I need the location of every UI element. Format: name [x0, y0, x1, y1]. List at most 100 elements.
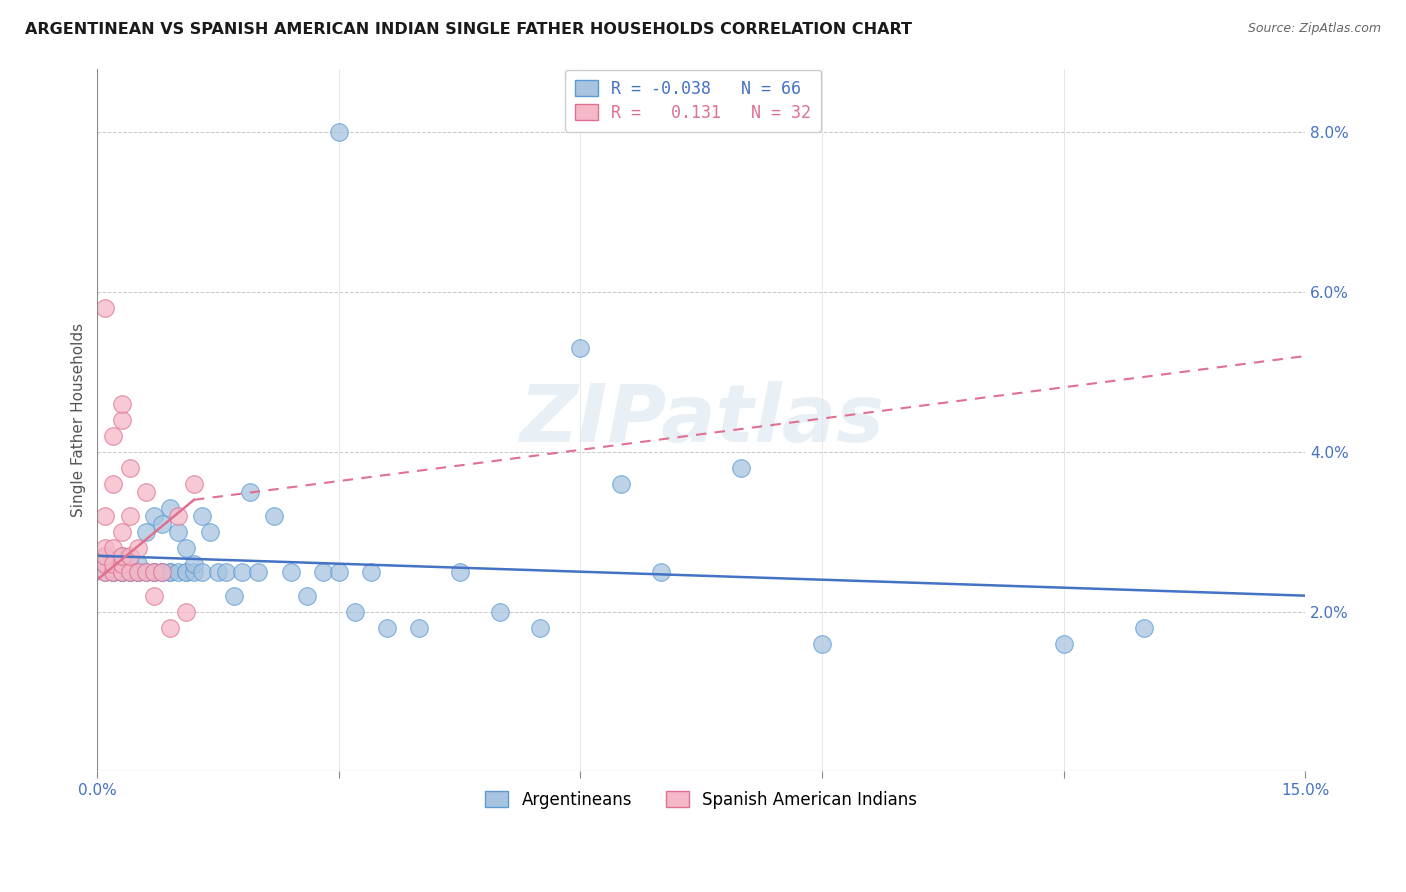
Point: [118, 549, 141, 563]
Point: [295, 589, 318, 603]
Point: [103, 565, 125, 579]
Point: [110, 565, 132, 579]
Point: [110, 397, 132, 411]
Point: [174, 605, 197, 619]
Point: [231, 565, 253, 579]
Point: [110, 413, 132, 427]
Point: [118, 565, 141, 579]
Point: [408, 621, 430, 635]
Point: [730, 461, 752, 475]
Point: [110, 524, 132, 539]
Point: [247, 565, 270, 579]
Point: [569, 341, 592, 355]
Legend: Argentineans, Spanish American Indians: Argentineans, Spanish American Indians: [478, 784, 924, 816]
Point: [183, 476, 205, 491]
Point: [159, 565, 181, 579]
Point: [159, 621, 181, 635]
Point: [529, 621, 551, 635]
Point: [110, 549, 132, 563]
Point: [110, 565, 132, 579]
Point: [110, 565, 132, 579]
Point: [328, 565, 350, 579]
Point: [142, 565, 165, 579]
Text: ARGENTINEAN VS SPANISH AMERICAN INDIAN SINGLE FATHER HOUSEHOLDS CORRELATION CHAR: ARGENTINEAN VS SPANISH AMERICAN INDIAN S…: [25, 22, 912, 37]
Point: [135, 484, 157, 499]
Point: [167, 565, 190, 579]
Point: [159, 500, 181, 515]
Text: ZIPatlas: ZIPatlas: [519, 381, 884, 459]
Point: [811, 637, 834, 651]
Point: [167, 508, 190, 523]
Point: [103, 557, 125, 571]
Point: [1133, 621, 1156, 635]
Point: [360, 565, 382, 579]
Point: [94, 565, 117, 579]
Point: [94, 549, 117, 563]
Point: [343, 605, 366, 619]
Point: [103, 557, 125, 571]
Point: [142, 508, 165, 523]
Point: [142, 565, 165, 579]
Point: [159, 565, 181, 579]
Point: [94, 557, 117, 571]
Point: [110, 557, 132, 571]
Point: [650, 565, 672, 579]
Point: [280, 565, 302, 579]
Point: [183, 557, 205, 571]
Point: [118, 565, 141, 579]
Point: [207, 565, 229, 579]
Point: [150, 516, 173, 531]
Point: [142, 589, 165, 603]
Point: [110, 565, 132, 579]
Point: [449, 565, 471, 579]
Point: [127, 565, 149, 579]
Point: [103, 429, 125, 443]
Point: [127, 565, 149, 579]
Point: [118, 508, 141, 523]
Point: [328, 125, 350, 139]
Point: [110, 549, 132, 563]
Point: [103, 557, 125, 571]
Point: [110, 557, 132, 571]
Point: [198, 524, 221, 539]
Point: [103, 565, 125, 579]
Point: [312, 565, 335, 579]
Point: [103, 565, 125, 579]
Point: [224, 589, 246, 603]
Point: [375, 621, 398, 635]
Point: [263, 508, 285, 523]
Point: [183, 565, 205, 579]
Point: [94, 557, 117, 571]
Point: [174, 541, 197, 555]
Point: [191, 508, 214, 523]
Point: [118, 461, 141, 475]
Point: [174, 565, 197, 579]
Point: [150, 565, 173, 579]
Point: [1052, 637, 1074, 651]
Y-axis label: Single Father Households: Single Father Households: [72, 323, 86, 517]
Point: [127, 541, 149, 555]
Point: [94, 565, 117, 579]
Point: [609, 476, 631, 491]
Point: [118, 565, 141, 579]
Point: [118, 557, 141, 571]
Point: [215, 565, 238, 579]
Point: [239, 484, 262, 499]
Point: [191, 565, 214, 579]
Point: [489, 605, 512, 619]
Point: [103, 541, 125, 555]
Point: [103, 565, 125, 579]
Point: [127, 557, 149, 571]
Text: Source: ZipAtlas.com: Source: ZipAtlas.com: [1247, 22, 1381, 36]
Point: [94, 549, 117, 563]
Point: [127, 565, 149, 579]
Point: [94, 301, 117, 315]
Point: [150, 565, 173, 579]
Point: [150, 565, 173, 579]
Point: [167, 524, 190, 539]
Point: [135, 565, 157, 579]
Point: [94, 541, 117, 555]
Point: [103, 476, 125, 491]
Point: [174, 565, 197, 579]
Point: [142, 565, 165, 579]
